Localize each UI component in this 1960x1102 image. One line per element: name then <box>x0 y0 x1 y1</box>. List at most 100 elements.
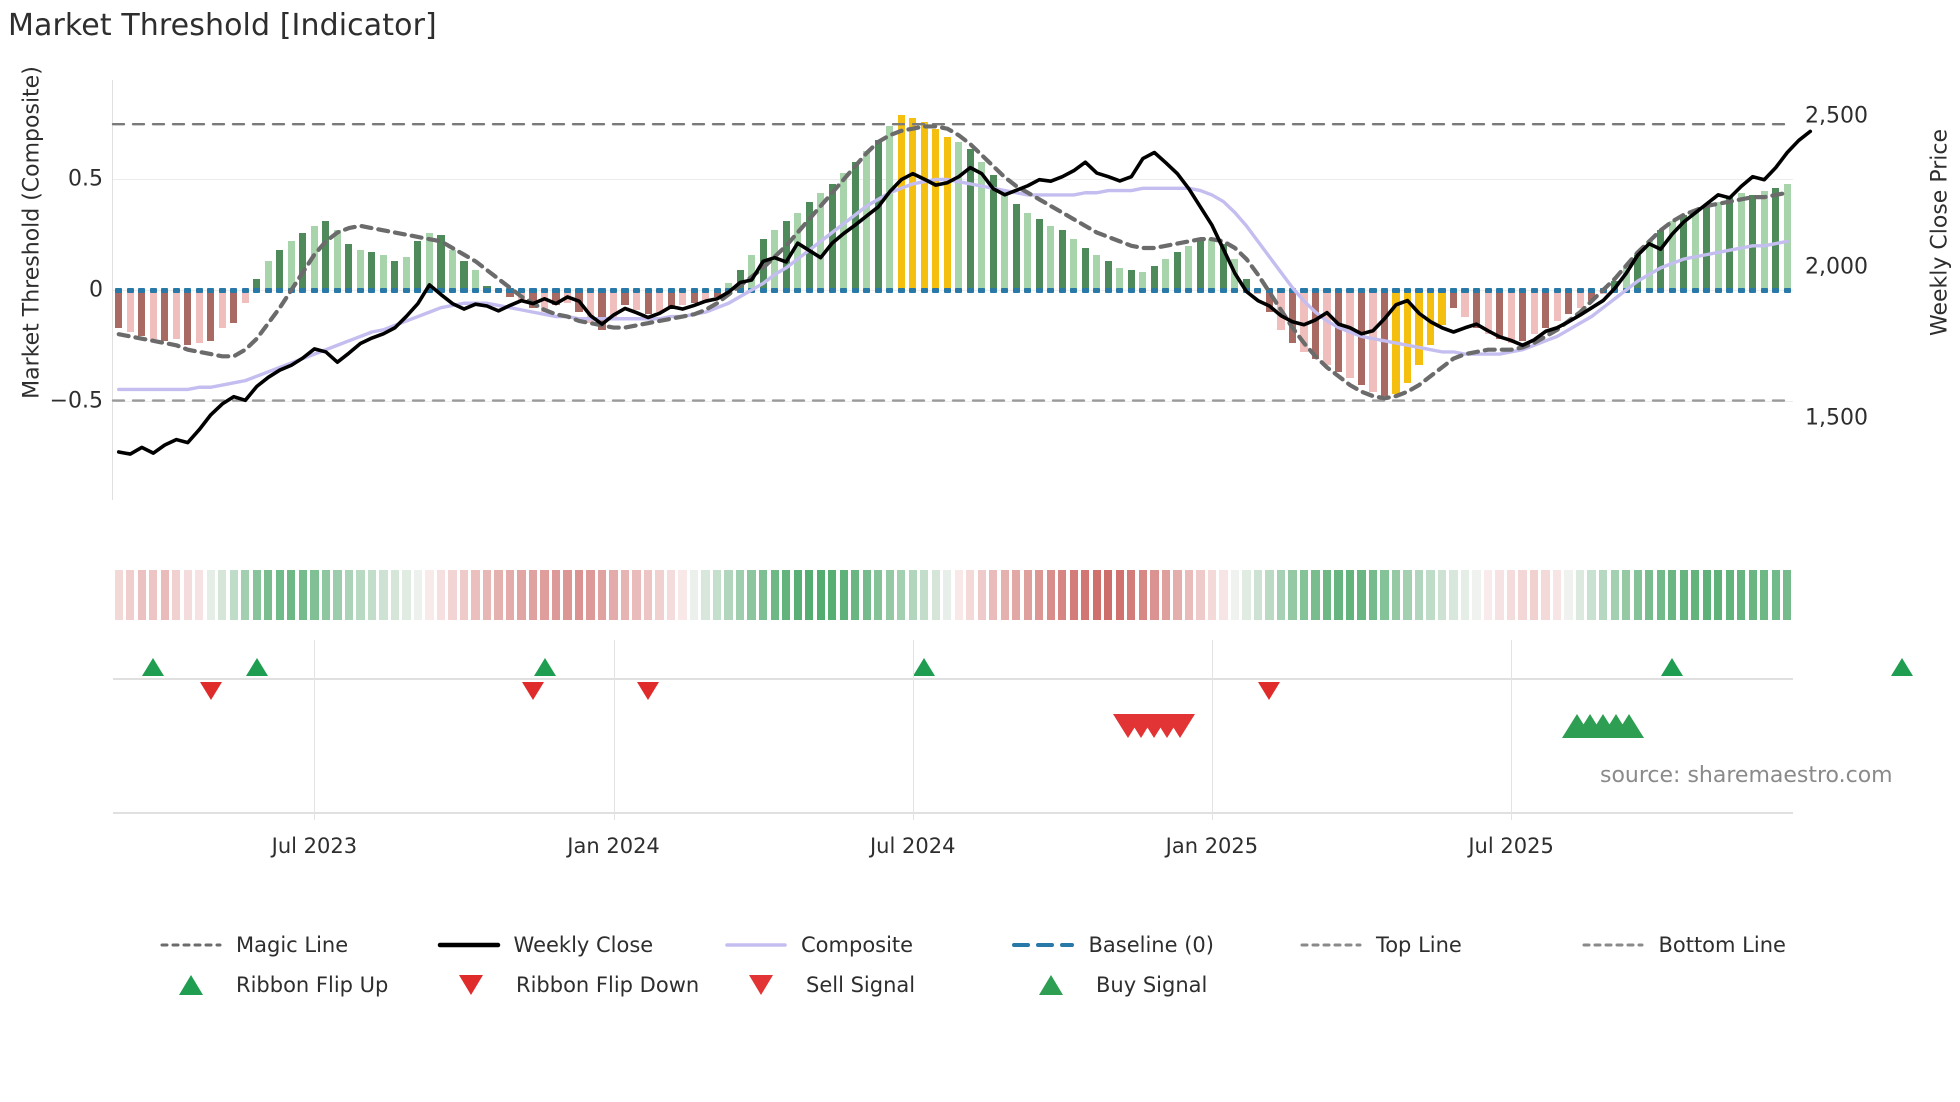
baseline-dash-segment <box>1162 287 1170 293</box>
ribbon-cell <box>1115 570 1124 620</box>
signal-markers-panel: Jul 2023 Jan 2024 Jul 2024 Jan 2025 Jul 2025 <box>113 700 1793 858</box>
baseline-dash-segment <box>1277 287 1285 293</box>
buy-signal-marker <box>1614 714 1645 738</box>
ribbon-cell <box>1380 570 1389 620</box>
composite-bar <box>345 243 353 290</box>
composite-bar <box>1737 192 1745 290</box>
legend-swatch <box>440 975 502 995</box>
ribbon-cell <box>114 570 123 620</box>
composite-bar <box>1415 290 1423 366</box>
ribbon-cell <box>1276 570 1286 620</box>
ribbon-cell <box>471 570 480 620</box>
baseline-dash-segment <box>713 287 721 293</box>
baseline-dash-segment <box>1265 287 1273 293</box>
baseline-dash-segment <box>1254 287 1262 293</box>
composite-bar <box>460 261 468 290</box>
baseline-dash-segment <box>1311 287 1320 293</box>
composite-bar <box>552 290 560 306</box>
baseline-dash-segment <box>391 287 399 293</box>
ribbon-cell <box>1322 570 1332 620</box>
composite-bar <box>1645 241 1653 290</box>
ribbon-cell <box>563 570 572 620</box>
ribbon-cell <box>1012 570 1021 620</box>
legend-item-label: Composite <box>801 933 914 957</box>
baseline-dash-segment <box>690 287 698 293</box>
baseline-dash-segment <box>448 287 456 293</box>
composite-bar <box>172 290 180 339</box>
composite-bar <box>1012 203 1020 290</box>
ribbon-cell <box>1311 570 1320 620</box>
legend-item[interactable]: Baseline (0) <box>1012 933 1299 957</box>
legend-triangle-down-icon <box>749 975 773 995</box>
composite-bar <box>368 252 376 290</box>
legend-item[interactable]: Sell Signal <box>730 973 1020 997</box>
ribbon-cell <box>805 570 814 620</box>
baseline-dash-segment <box>920 287 928 293</box>
composite-bar <box>437 234 445 290</box>
page-title: Market Threshold [Indicator] <box>8 8 437 43</box>
ribbon-cell <box>1645 570 1654 620</box>
composite-bar <box>1139 272 1147 290</box>
composite-bar <box>333 230 341 290</box>
legend-item[interactable]: Weekly Close <box>437 933 725 957</box>
ribbon-cell <box>908 570 917 620</box>
ribbon-flip-up-marker <box>913 658 936 676</box>
ribbon-cell <box>586 570 595 620</box>
legend-item[interactable]: Top Line <box>1300 933 1583 957</box>
baseline-dash-segment <box>1380 287 1389 293</box>
baseline-dash-segment <box>598 287 606 293</box>
legend-item[interactable]: Magic Line <box>160 933 438 957</box>
legend-row-signals: Ribbon Flip Up Ribbon Flip Down Sell Signa… <box>160 965 1860 1005</box>
baseline-dash-segment <box>667 287 675 293</box>
baseline-dash-segment <box>609 287 618 293</box>
baseline-dash-segment <box>1588 287 1596 293</box>
ribbon-flip-up-marker <box>1661 658 1684 676</box>
composite-bar <box>1058 230 1066 290</box>
baseline-dash-segment <box>483 287 491 293</box>
baseline-dash-segment <box>840 287 848 293</box>
composite-bar <box>1047 225 1055 290</box>
legend-item[interactable]: Ribbon Flip Up <box>160 973 440 997</box>
ribbon-cell <box>218 570 227 620</box>
ribbon-cell <box>1483 570 1493 620</box>
baseline-dash-segment <box>1185 287 1193 293</box>
signal-axis-line <box>113 812 1793 814</box>
ribbon-cell <box>954 570 963 620</box>
legend-item[interactable]: Buy Signal <box>1020 973 1310 997</box>
legend-item[interactable]: Composite <box>725 933 1012 957</box>
baseline-dash-segment <box>184 287 192 293</box>
legend-item[interactable]: Ribbon Flip Down <box>440 973 730 997</box>
legend-item[interactable]: Bottom Line <box>1582 933 1860 957</box>
x-grid-line <box>314 640 316 718</box>
composite-bar <box>540 290 549 313</box>
ribbon-cell <box>1150 570 1159 620</box>
ribbon-cell <box>1104 570 1113 620</box>
ribbon-cell <box>1253 570 1263 620</box>
ribbon-cell <box>574 570 584 620</box>
ribbon-cell <box>1127 570 1136 620</box>
ribbon-flip-down-marker <box>199 682 222 700</box>
baseline-dash-segment <box>1357 287 1366 293</box>
composite-bar <box>943 137 951 290</box>
composite-bar <box>1484 290 1492 335</box>
composite-bar <box>1035 219 1043 290</box>
baseline-dash-segment <box>1726 287 1734 293</box>
composite-bar <box>218 290 226 328</box>
ribbon-cell <box>643 570 653 620</box>
composite-bar <box>1346 290 1354 379</box>
ribbon-cell <box>1575 570 1585 620</box>
composite-bar <box>621 290 629 306</box>
composite-bar <box>1530 290 1538 335</box>
baseline-dash-segment <box>379 287 387 293</box>
legend-item-label: Ribbon Flip Up <box>236 973 389 997</box>
ribbon-cell <box>758 570 768 620</box>
legend-item-label: Weekly Close <box>513 933 654 957</box>
baseline-dash-segment <box>679 287 687 293</box>
x-tick-label: Jul 2025 <box>1468 834 1554 858</box>
baseline-dash-segment <box>299 287 307 293</box>
ribbon-cell <box>540 570 549 620</box>
composite-bar <box>1542 290 1550 328</box>
baseline-dash-segment <box>1208 287 1216 293</box>
y-axis-label-right: Weekly Close Price <box>1927 129 1953 336</box>
composite-bar <box>1634 254 1642 290</box>
